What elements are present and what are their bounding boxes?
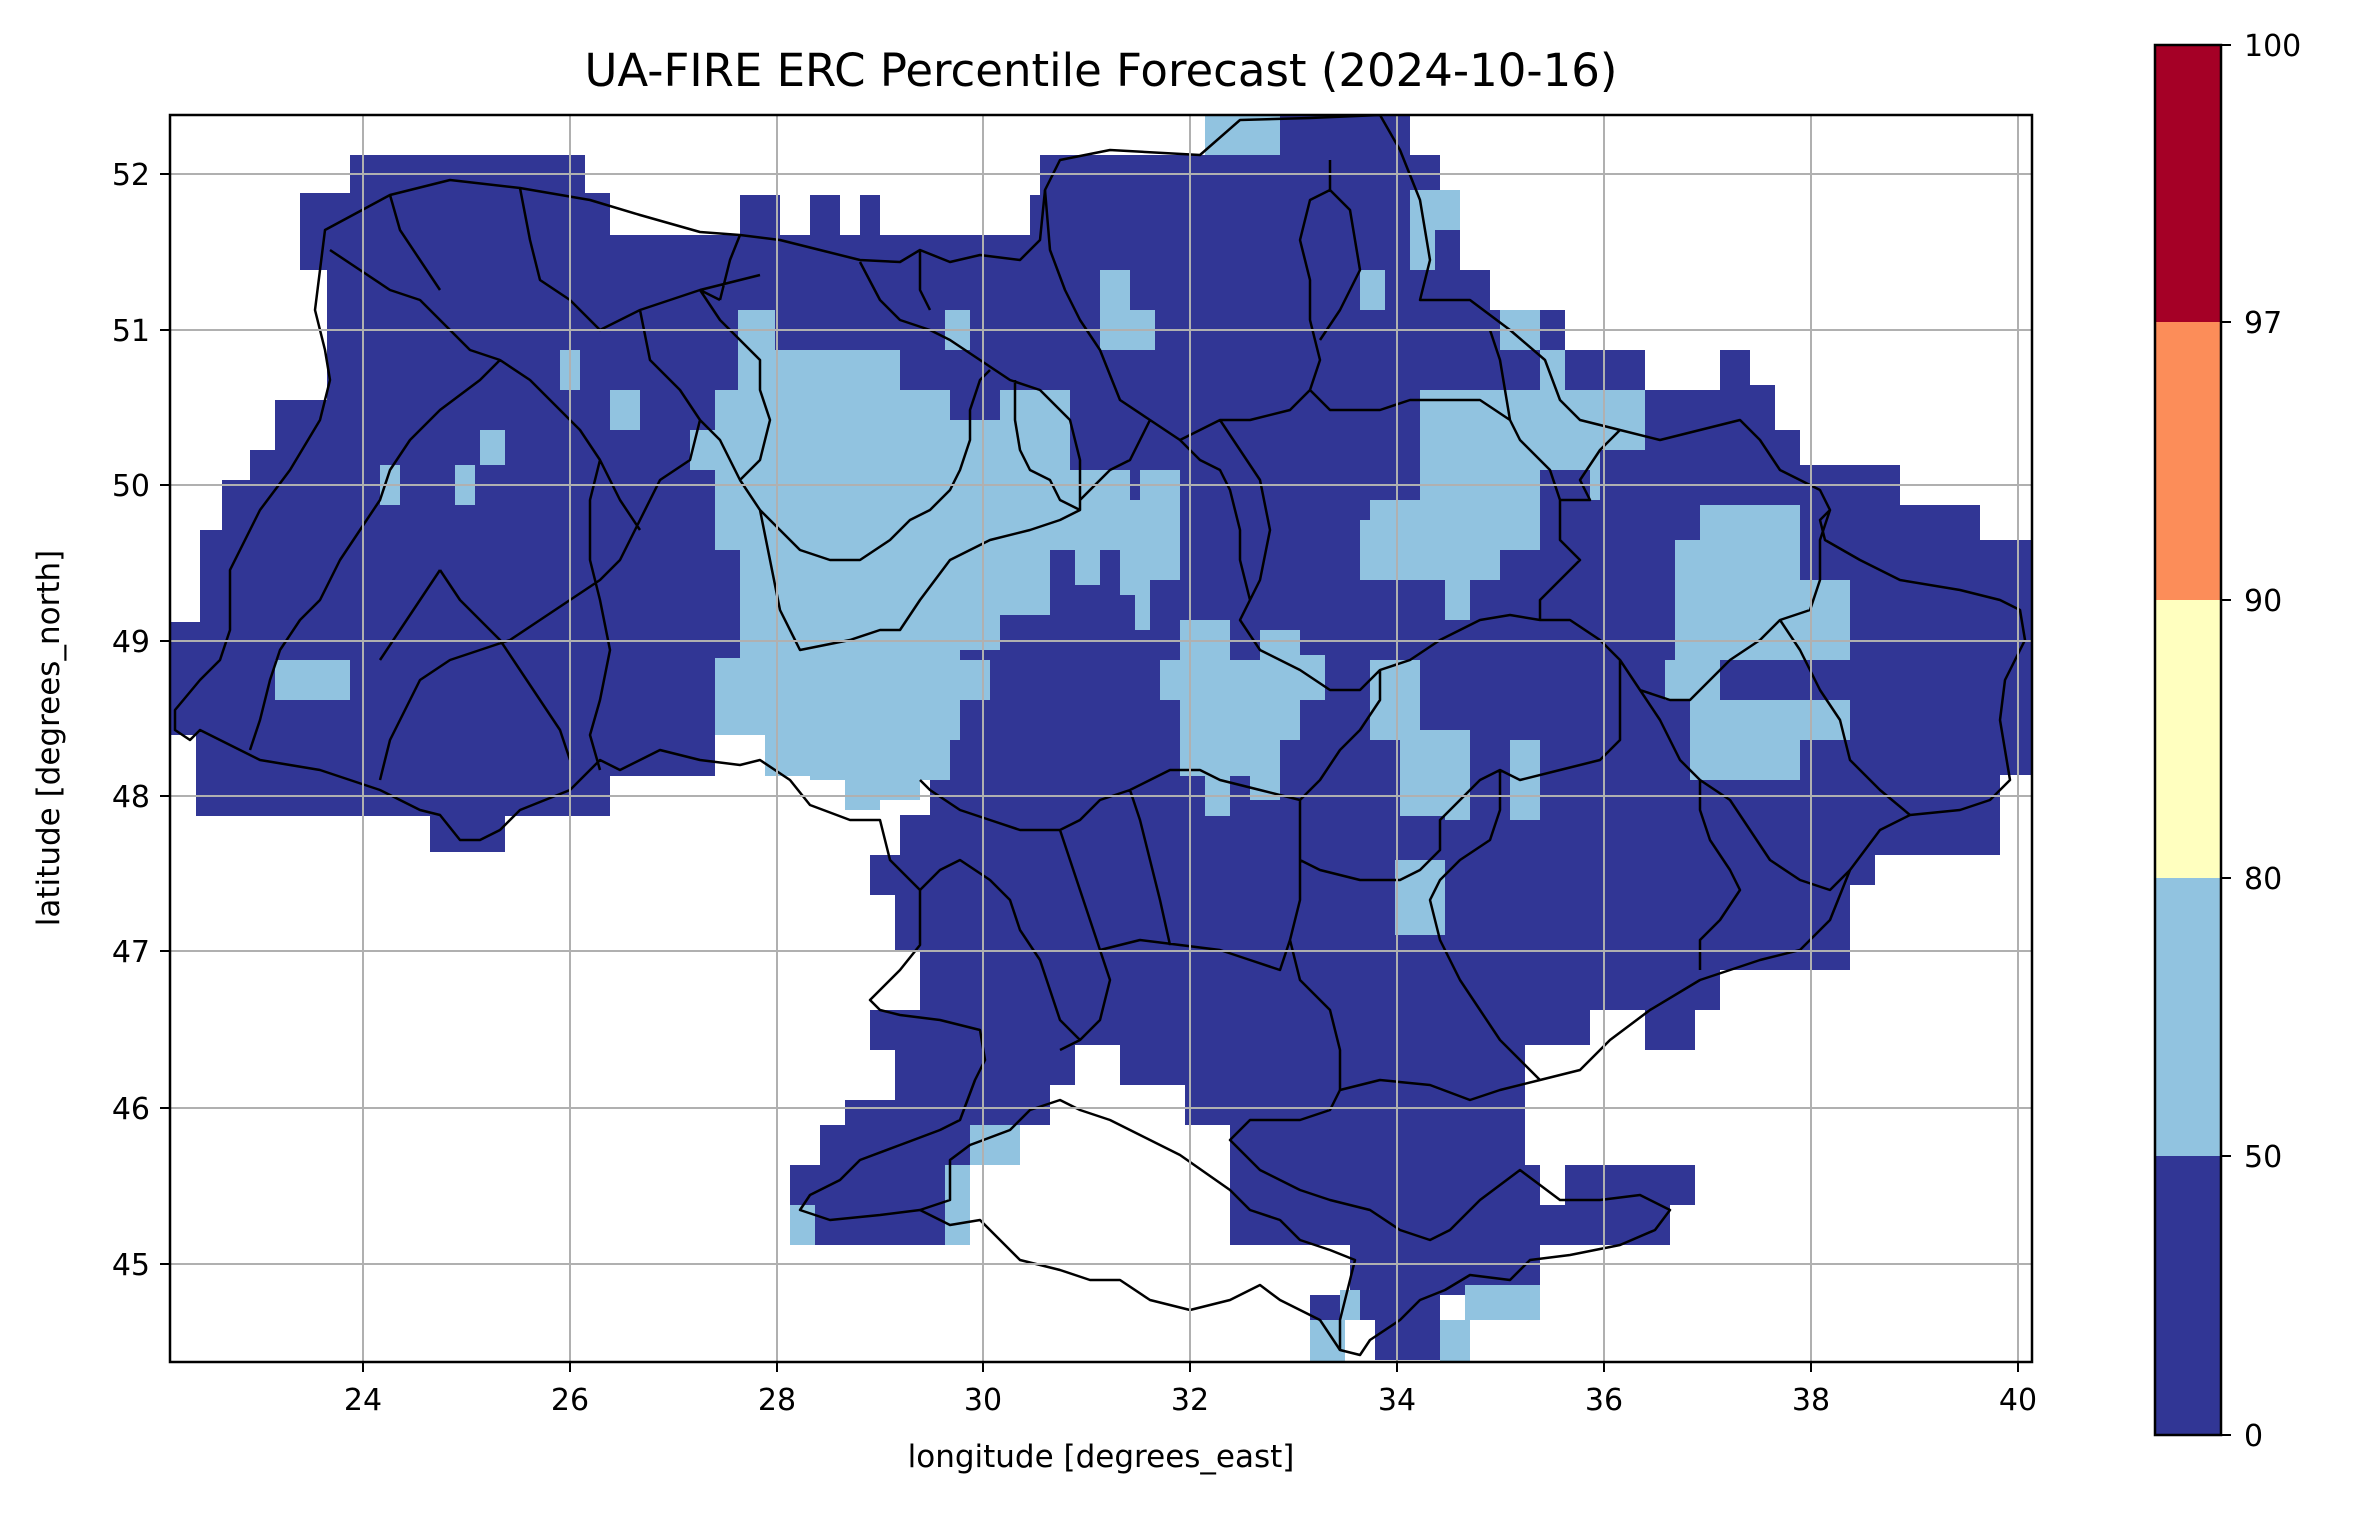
colorbar-bin-0-50 — [2155, 1156, 2221, 1435]
x-tick-label: 28 — [758, 1383, 796, 1418]
chart-title: UA-FIRE ERC Percentile Forecast (2024-10… — [585, 44, 1618, 97]
y-axis-label: latitude [degrees_north] — [31, 550, 67, 926]
country-outline — [173, 115, 2027, 1357]
y-axis — [160, 173, 170, 1265]
x-axis-label: longitude [degrees_east] — [908, 1439, 1295, 1475]
y-tick-label: 47 — [112, 935, 150, 970]
colorbar-bin-90-97 — [2155, 322, 2221, 600]
x-tick-label: 24 — [344, 1383, 382, 1418]
colorbar-bin-80-90 — [2155, 600, 2221, 878]
colorbar-tick-label: 50 — [2244, 1140, 2282, 1175]
y-tick-label: 45 — [112, 1248, 150, 1283]
y-tick-label: 51 — [112, 314, 150, 349]
colorbar-tick-label: 90 — [2244, 584, 2282, 619]
plot-frame — [168, 113, 2034, 1364]
map-data-layer — [170, 115, 2032, 1362]
colorbar: 0 50 80 90 97 100 — [2153, 29, 2301, 1454]
x-tick-label: 34 — [1378, 1383, 1416, 1418]
x-tick-label: 36 — [1585, 1383, 1623, 1418]
x-tick-label: 40 — [1999, 1383, 2037, 1418]
y-tick-label: 50 — [112, 469, 150, 504]
colorbar-tick-label: 100 — [2244, 29, 2301, 64]
colorbar-bin-97-100 — [2155, 45, 2221, 322]
x-tick-label: 26 — [551, 1383, 589, 1418]
colorbar-bin-50-80 — [2155, 878, 2221, 1156]
colorbar-tick-label: 0 — [2244, 1419, 2263, 1454]
crimea-outline — [919, 1208, 1342, 1351]
y-tick-label: 52 — [112, 158, 150, 193]
y-tick-label: 48 — [112, 780, 150, 815]
x-axis — [362, 1362, 2019, 1372]
gridlines — [170, 115, 2032, 1362]
y-tick-label: 49 — [112, 625, 150, 660]
y-tick-labels: 45 46 47 48 49 50 51 52 — [112, 158, 150, 1283]
x-tick-label: 30 — [964, 1383, 1002, 1418]
y-tick-label: 46 — [112, 1092, 150, 1127]
colorbar-frame — [2153, 43, 2223, 1437]
colorbar-tick-label: 97 — [2244, 306, 2282, 341]
x-tick-label: 38 — [1792, 1383, 1830, 1418]
x-tick-label: 32 — [1171, 1383, 1209, 1418]
colorbar-tick-label: 80 — [2244, 862, 2282, 897]
x-tick-labels: 24 26 28 30 32 34 36 38 40 — [344, 1383, 2037, 1418]
